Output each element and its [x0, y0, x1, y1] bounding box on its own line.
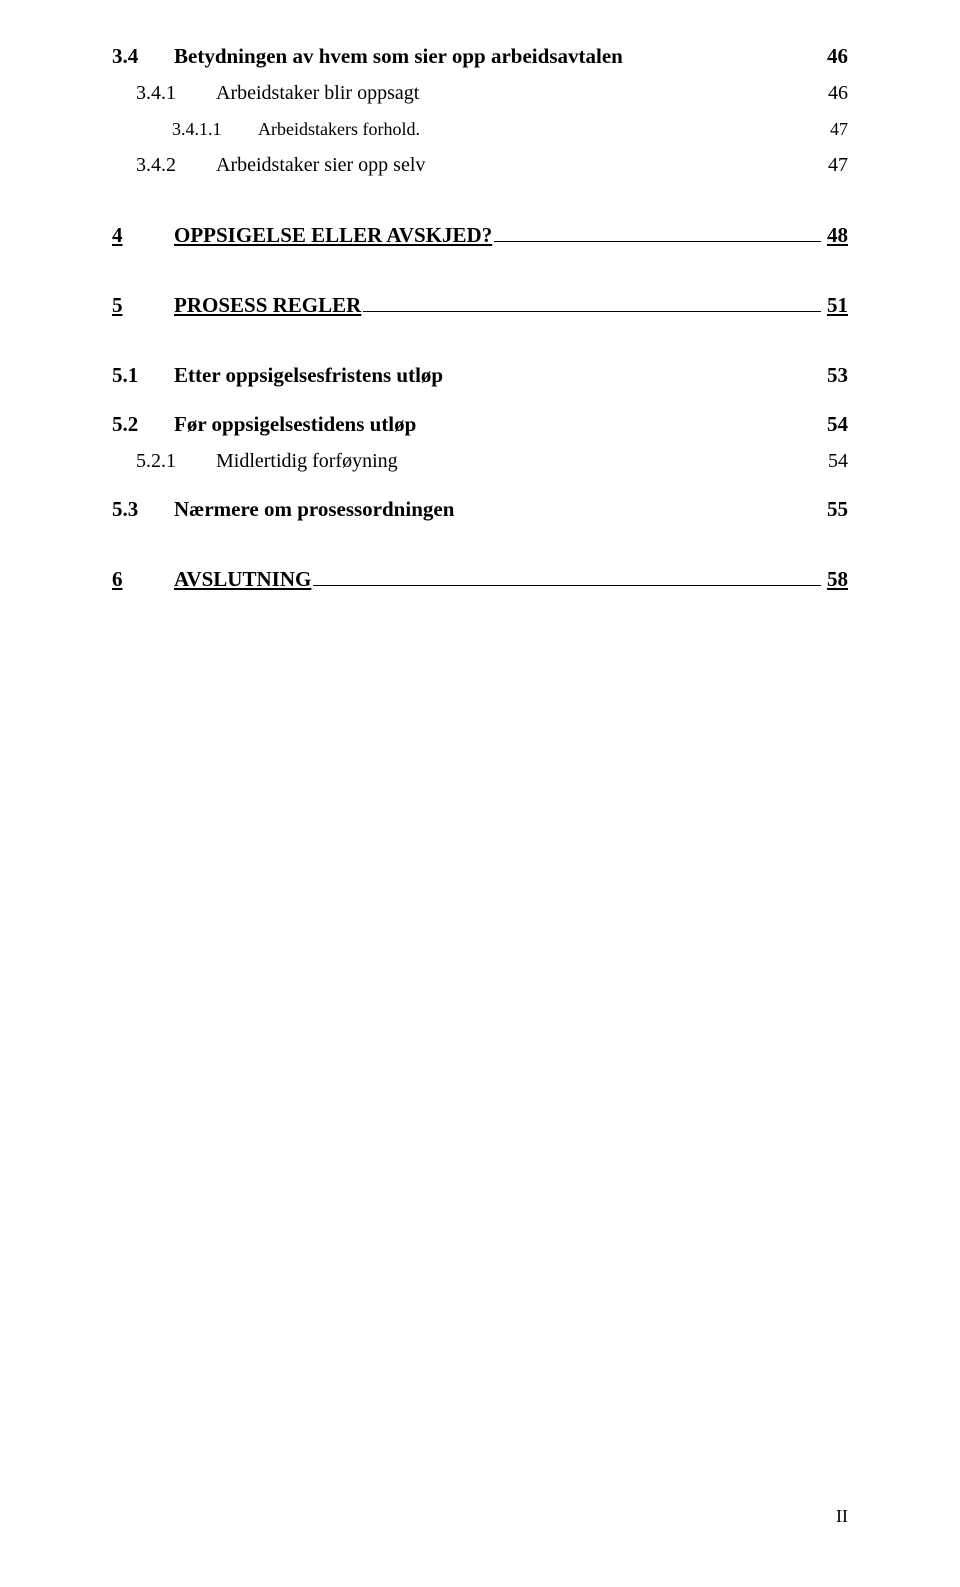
toc-page: 51	[827, 291, 848, 319]
underline-fill	[313, 565, 821, 586]
toc-page: 46	[827, 42, 848, 70]
toc-label: PROSESS REGLER	[174, 291, 361, 319]
toc-entry: 3.4.1.1 Arbeidstakers forhold. 47	[136, 117, 848, 141]
spacer	[136, 142, 848, 152]
page-number-footer: II	[836, 1506, 848, 1527]
spacer	[112, 475, 848, 495]
toc-page: 47	[828, 152, 848, 179]
toc-entry: 3.4 Betydningen av hvem som sier opp arb…	[112, 42, 848, 70]
toc-page: 58	[827, 565, 848, 593]
page: 3.4 Betydningen av hvem som sier opp arb…	[0, 0, 960, 1587]
toc-label: AVSLUTNING	[174, 565, 311, 593]
toc-label: Etter oppsigelsesfristens utløp	[174, 361, 827, 389]
toc-page: 55	[827, 495, 848, 523]
toc-entry: 3.4.1 Arbeidstaker blir oppsagt 46	[136, 80, 848, 107]
toc-page: 54	[827, 410, 848, 438]
toc-label: Arbeidstaker blir oppsagt	[216, 80, 828, 107]
spacer	[112, 319, 848, 361]
spacer	[112, 438, 848, 448]
toc-page: 54	[828, 448, 848, 475]
toc-page: 53	[827, 361, 848, 389]
spacer	[112, 249, 848, 291]
spacer	[112, 70, 848, 80]
toc-entry-heading: 6 AVSLUTNING 58	[112, 565, 848, 593]
toc-entry: 3.4.2 Arbeidstaker sier opp selv 47	[136, 152, 848, 179]
toc-label: OPPSIGELSE ELLER AVSKJED?	[174, 221, 492, 249]
underline-fill	[363, 291, 821, 312]
toc-page: 46	[828, 80, 848, 107]
toc-number: 5.3	[112, 495, 174, 523]
spacer	[136, 107, 848, 117]
spacer	[112, 523, 848, 565]
spacer	[112, 390, 848, 410]
toc-entry: 5.3 Nærmere om prosessordningen 55	[112, 495, 848, 523]
toc-number: 5.2.1	[136, 448, 216, 475]
spacer	[112, 179, 848, 221]
toc-label: Betydningen av hvem som sier opp arbeids…	[174, 42, 827, 70]
toc-number: 3.4.1.1	[172, 117, 258, 141]
toc-number: 5.2	[112, 410, 174, 438]
toc-label: Nærmere om prosessordningen	[174, 495, 827, 523]
toc-number: 3.4.2	[136, 152, 216, 179]
toc-number: 4	[112, 221, 174, 249]
toc-number: 3.4.1	[136, 80, 216, 107]
toc-label: Arbeidstakers forhold.	[258, 117, 830, 141]
toc-group: 3.4.1 Arbeidstaker blir oppsagt 46 3.4.1…	[112, 80, 848, 178]
toc-number: 6	[112, 565, 174, 593]
underline-fill	[494, 221, 821, 242]
toc-entry: 5.2 Før oppsigelsestidens utløp 54	[112, 410, 848, 438]
toc-number: 3.4	[112, 42, 174, 70]
toc-number: 5	[112, 291, 174, 319]
toc-number: 5.1	[112, 361, 174, 389]
toc-page: 47	[830, 117, 848, 141]
toc-label: Før oppsigelsestidens utløp	[174, 410, 827, 438]
toc-entry: 5.2.1 Midlertidig forføyning 54	[136, 448, 848, 475]
toc-page: 48	[827, 221, 848, 249]
toc-label: Arbeidstaker sier opp selv	[216, 152, 828, 179]
toc-entry-heading: 4 OPPSIGELSE ELLER AVSKJED? 48	[112, 221, 848, 249]
toc-group: 5.2.1 Midlertidig forføyning 54	[112, 448, 848, 475]
toc-label: Midlertidig forføyning	[216, 448, 828, 475]
toc-entry-heading: 5 PROSESS REGLER 51	[112, 291, 848, 319]
toc-entry: 5.1 Etter oppsigelsesfristens utløp 53	[112, 361, 848, 389]
